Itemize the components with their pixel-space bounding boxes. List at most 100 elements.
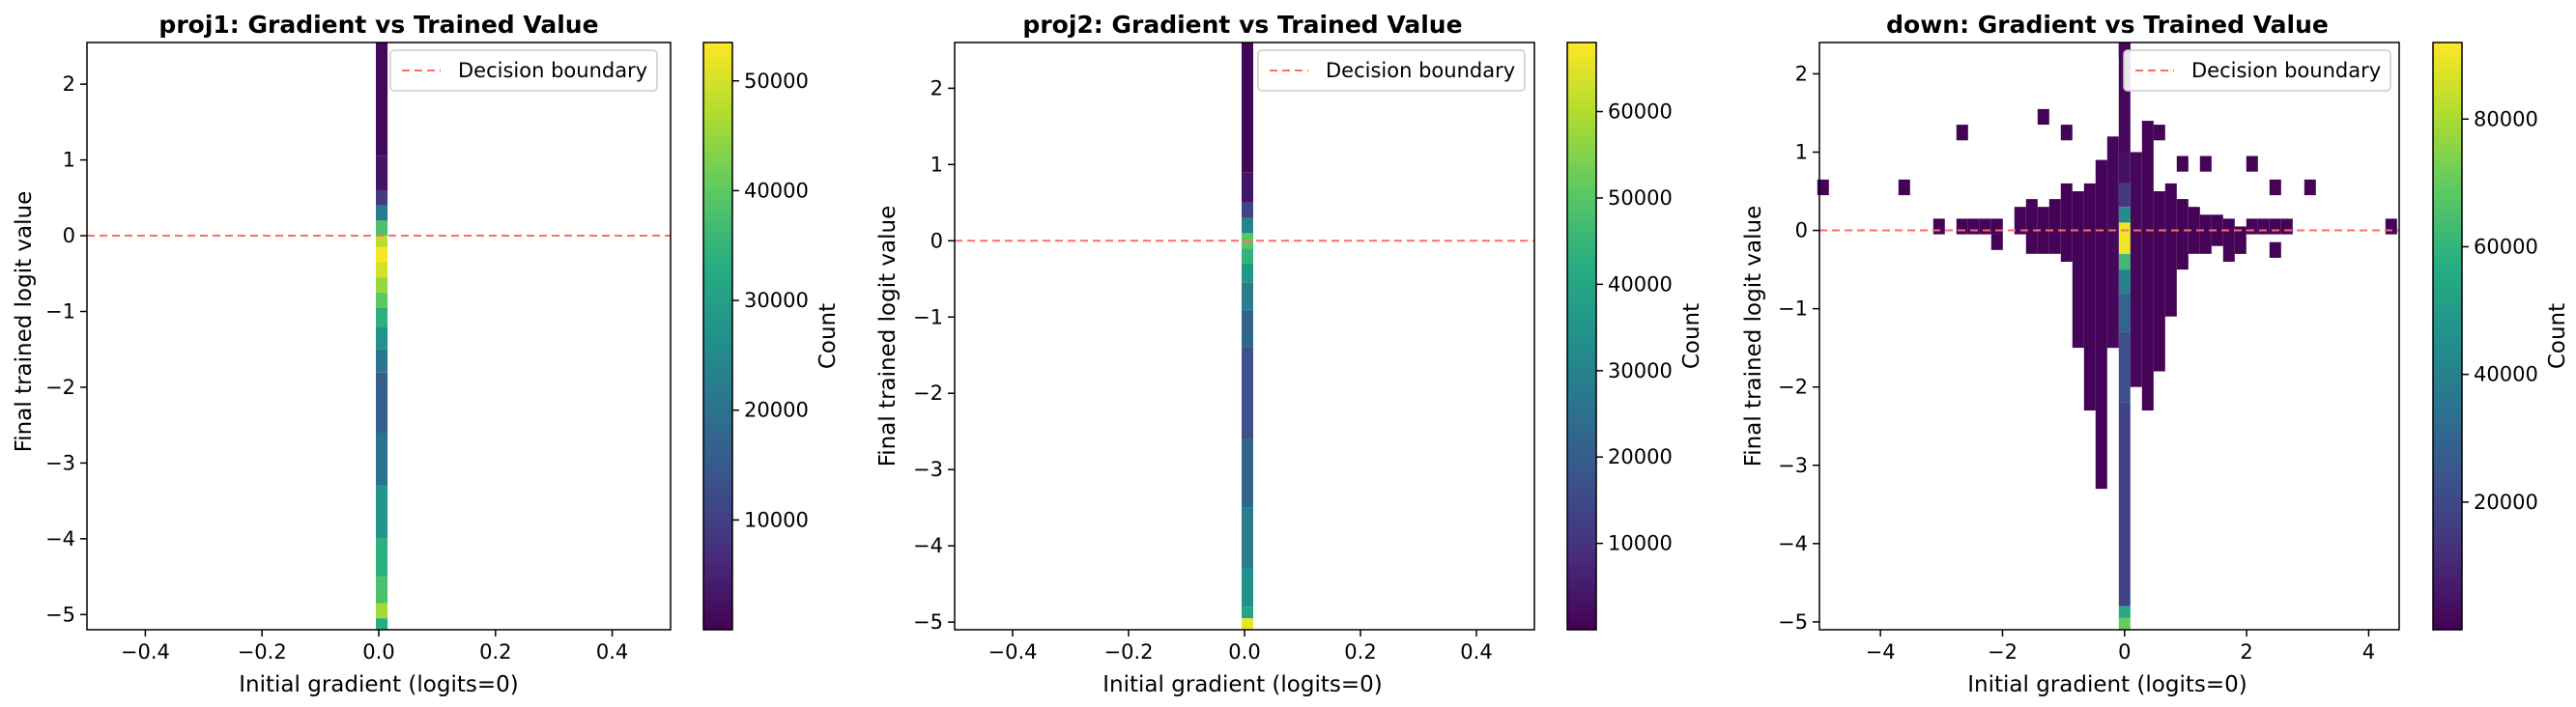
colorbar-tick-label: 40000 [744,179,809,202]
heatmap-cell [376,220,388,237]
heatmap-cell [2188,207,2200,254]
heatmap-cells [1242,42,1253,630]
heatmap-cell [1242,507,1253,569]
heatmap-cell [2037,207,2049,254]
legend-entry: Decision boundary [1326,59,1515,82]
y-tick-label: −4 [45,527,75,551]
heatmap-cell [2269,241,2281,258]
heatmap-cell [376,292,388,308]
y-tick-label: 0 [63,224,75,247]
y-axis-label: Final trained logit value [875,206,901,467]
colorbar-tick-label: 20000 [744,399,809,422]
colorbar-tick-label: 80000 [2474,107,2538,130]
heatmap-cell [1979,218,1991,235]
heatmap-cells [376,42,388,630]
x-axis-label: Initial gradient (logits=0) [1102,672,1382,697]
y-tick-label: −3 [913,458,943,481]
heatmap-cell [1242,309,1253,348]
heatmap-cell [376,190,388,206]
heatmap-cell [2118,269,2131,294]
chart-panel-down: down: Gradient vs Trained Value Initial … [1741,11,2570,697]
heatmap-cell [2211,214,2223,246]
x-tick-label: 0.0 [362,640,394,664]
heatmap-cell [2025,199,2038,254]
colorbar-tick-label: 50000 [1608,186,1673,210]
colorbar-label: Count [816,303,841,369]
chart-panel-proj2: proj2: Gradient vs Trained Value Initial… [875,11,1704,697]
heatmap-cell [2246,156,2258,172]
colorbar: 10000 20000 30000 40000 50000 Count [702,42,841,631]
colorbar-ticks: 20000 40000 60000 80000 [2462,107,2538,514]
y-tick-label: 2 [63,72,75,96]
x-ticks: −0.4 −0.2 0.0 0.2 0.4 [988,630,1493,664]
heatmap-cell [2269,218,2281,235]
x-ticks: −0.4 −0.2 0.0 0.2 0.4 [121,630,628,664]
heatmap-cell [1956,125,1968,141]
heatmap-cell [1242,618,1253,630]
y-tick-label: 0 [930,229,943,252]
colorbar-gradient [1566,42,1597,631]
chart-title: proj2: Gradient vs Trained Value [1022,11,1462,39]
colorbar-label: Count [1679,303,1704,369]
heatmap-cell [1242,438,1253,508]
heatmap-cell [2048,199,2061,254]
y-axis-label: Final trained logit value [1741,206,1766,467]
x-tick-label: 4 [2362,640,2375,664]
heatmap-cell [1242,347,1253,439]
x-axis-label: Initial gradient (logits=0) [239,672,518,697]
x-tick-label: 0.4 [596,640,628,664]
x-tick-label: 0.0 [1228,640,1260,664]
heatmap-cell [376,433,388,486]
heatmap-cell [376,372,388,434]
y-tick-label: −5 [1778,610,1808,634]
plot-frame [1818,42,2400,631]
legend-box [389,49,658,92]
y-tick-label: 2 [930,76,943,99]
heatmap-cell [2176,156,2189,172]
heatmap-cell [1242,202,1253,218]
heatmap-cell [2118,402,2131,607]
heatmap-cell [2153,125,2165,141]
heatmap-cell [1242,264,1253,283]
x-tick-label: −0.4 [121,640,170,664]
colorbar-ticks: 10000 20000 30000 40000 50000 [732,70,809,531]
colorbar-gradient [702,42,733,631]
heatmap-cell [2118,253,2131,270]
x-tick-label: −2 [1988,640,2018,664]
heatmap-cell [2106,136,2119,349]
heatmap-cell [2141,121,2154,410]
colorbar-tick-label: 50000 [744,70,809,93]
heatmap-cell [1242,217,1253,234]
colorbar-tick-label: 30000 [1608,359,1673,382]
heatmap-cell [1932,218,1945,235]
legend: Decision boundary [389,49,658,92]
y-tick-label: −1 [913,305,943,328]
y-tick-label: −4 [913,534,943,557]
x-axis-label: Initial gradient (logits=0) [1967,672,2247,697]
heatmap-cell [376,246,388,263]
colorbar: 10000 20000 30000 40000 50000 60000 Count [1566,42,1704,631]
heatmap-cell [2118,606,2131,618]
colorbar-tick-label: 40000 [2474,363,2538,386]
heatmap-cell [2060,183,2073,262]
colorbar-label: Count [2545,303,2570,369]
heatmap-cell [2199,156,2212,172]
y-tick-label: −5 [913,610,943,634]
y-tick-label: −4 [1778,532,1808,555]
heatmap-cell [1242,607,1253,619]
chart-panel-proj1: proj1: Gradient vs Trained Value Initial… [12,11,841,697]
y-tick-label: 1 [63,149,75,172]
legend: Decision boundary [2123,49,2391,92]
legend: Decision boundary [1257,49,1526,92]
colorbar-tick-label: 40000 [1608,272,1673,296]
colorbar-tick-label: 60000 [1608,100,1673,124]
heatmap-cell [1967,218,1980,235]
heatmap-cell [376,603,388,619]
y-tick-label: −3 [1778,454,1808,477]
heatmap-cell [2118,152,2131,184]
heatmap-cell [1898,179,1910,196]
heatmap-cell [376,307,388,327]
heatmap-cell [2118,617,2131,630]
chart-title: proj1: Gradient vs Trained Value [158,11,598,39]
